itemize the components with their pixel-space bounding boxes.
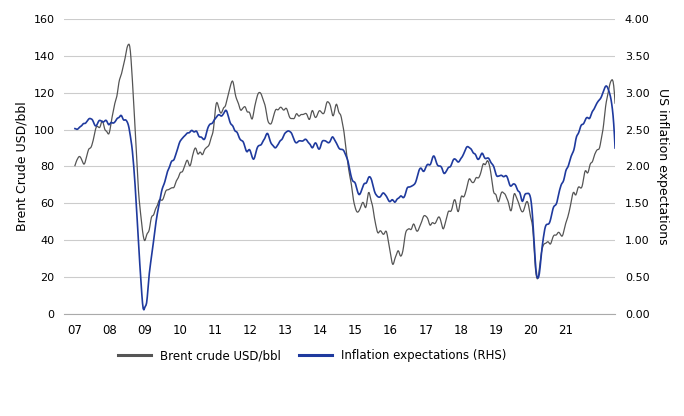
Y-axis label: Brent Crude USD/bbl: Brent Crude USD/bbl bbox=[15, 102, 28, 231]
Y-axis label: US inflation expectations: US inflation expectations bbox=[656, 88, 669, 245]
Legend: Brent crude USD/bbl, Inflation expectations (RHS): Brent crude USD/bbl, Inflation expectati… bbox=[113, 344, 512, 367]
